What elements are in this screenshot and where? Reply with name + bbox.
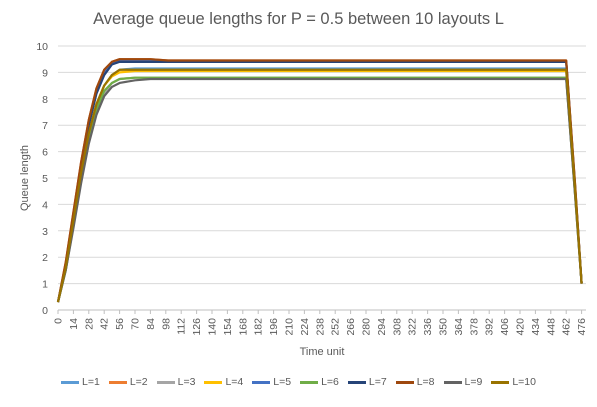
x-tick-label: 392 (484, 318, 496, 336)
x-tick-label: 252 (330, 318, 342, 336)
legend-label: L=3 (177, 376, 196, 388)
legend-swatch (61, 380, 80, 384)
series-line-6 (56, 76, 583, 303)
legend-label: L=1 (82, 376, 100, 388)
y-tick-label: 8 (42, 94, 48, 106)
x-tick-label: 462 (561, 318, 573, 336)
legend-swatch (491, 380, 510, 384)
x-tick-label: 112 (176, 318, 188, 335)
series-line-2 (56, 58, 583, 303)
legend-swatch (252, 380, 271, 384)
x-tick-label: 56 (114, 318, 126, 330)
series-line-8 (56, 58, 583, 303)
x-tick-label: 420 (515, 318, 527, 336)
x-tick-label: 154 (222, 318, 234, 336)
x-tick-label: 378 (468, 318, 480, 336)
legend-label: L=8 (416, 376, 435, 388)
y-tick-label: 0 (42, 305, 48, 317)
x-tick-label: 224 (299, 318, 311, 336)
legend-label: L=2 (129, 376, 148, 388)
x-tick-label: 434 (530, 318, 542, 336)
legend-label: L=4 (225, 376, 244, 388)
y-tick-label: 3 (42, 226, 48, 238)
x-tick-label: 140 (207, 318, 219, 336)
x-tick-label: 210 (284, 318, 296, 336)
legend-item: L=8 (395, 376, 435, 388)
legend-label: L=10 (512, 376, 536, 388)
legend-swatch (156, 380, 175, 384)
x-tick-label: 70 (130, 318, 142, 330)
y-axis-title: Queue length (19, 145, 31, 211)
y-tick-label: 2 (42, 252, 48, 264)
legend-swatch (347, 380, 366, 384)
legend-item: L=10 (491, 376, 536, 388)
legend-swatch (443, 380, 462, 384)
y-tick-label: 7 (42, 120, 48, 132)
x-tick-label: 364 (453, 318, 465, 336)
x-tick-label: 98 (160, 318, 172, 330)
series-line-5 (56, 59, 583, 303)
axes (57, 309, 586, 314)
x-tick-label: 406 (499, 318, 511, 336)
x-tick-label: 28 (83, 318, 95, 330)
x-tick-label: 196 (268, 318, 280, 336)
x-tick-label: 476 (576, 318, 588, 336)
x-tick-label: 280 (361, 318, 373, 336)
x-tick-label: 294 (376, 318, 388, 336)
y-tick-label: 6 (42, 147, 48, 159)
chart-title: Average queue lengths for P = 0.5 betwee… (93, 10, 504, 28)
legend-item: L=1 (61, 376, 100, 388)
y-tick-label: 5 (42, 173, 48, 185)
legend-swatch (108, 380, 127, 384)
x-tick-label: 126 (191, 318, 203, 336)
gridlines (58, 45, 586, 285)
x-tick-label: 308 (391, 318, 403, 336)
legend-label: L=9 (464, 376, 483, 388)
y-tick-label: 9 (42, 67, 48, 79)
x-tick-label: 266 (345, 318, 357, 336)
series-line-7 (56, 60, 583, 303)
series-line-9 (56, 77, 583, 303)
x-tick-label: 42 (99, 318, 111, 330)
x-tick-label: 448 (545, 318, 557, 336)
legend-item: L=6 (300, 376, 339, 388)
series-line-1 (56, 67, 583, 303)
series-lines (56, 58, 583, 303)
x-tick-label: 322 (407, 318, 419, 336)
x-tick-label: 350 (438, 318, 450, 336)
x-tick-label: 238 (314, 318, 326, 336)
legend-label: L=5 (273, 376, 292, 388)
y-tick-label: 10 (36, 41, 48, 53)
series-line-3 (56, 76, 583, 303)
legend-label: L=7 (368, 376, 387, 388)
x-axis-title: Time unit (300, 346, 345, 358)
legend-item: L=2 (108, 376, 148, 388)
legend-swatch (204, 380, 223, 384)
legend-item: L=5 (252, 376, 291, 388)
legend-item: L=3 (156, 376, 196, 388)
x-tick-label: 336 (422, 318, 434, 336)
legend-item: L=4 (204, 376, 243, 388)
legend-item: L=9 (443, 376, 483, 388)
legend-label: L=6 (321, 376, 339, 388)
legend-swatch (300, 380, 319, 384)
x-tick-label: 168 (237, 318, 249, 336)
series-line-10 (56, 68, 583, 303)
x-tick-label: 182 (253, 318, 265, 336)
series-line-4 (56, 69, 583, 303)
legend-swatch (395, 380, 414, 384)
y-tick-label: 1 (42, 279, 48, 291)
x-tick-label: 0 (53, 318, 65, 324)
x-tick-label: 84 (145, 318, 157, 330)
chart-legend: L=1 L=2 L=3 L=4 L=5 L=6 L=7 L=8 L=9 L=10 (0, 376, 597, 388)
y-tick-label: 4 (42, 199, 48, 211)
legend-item: L=7 (347, 376, 387, 388)
x-tick-label: 14 (68, 318, 80, 330)
